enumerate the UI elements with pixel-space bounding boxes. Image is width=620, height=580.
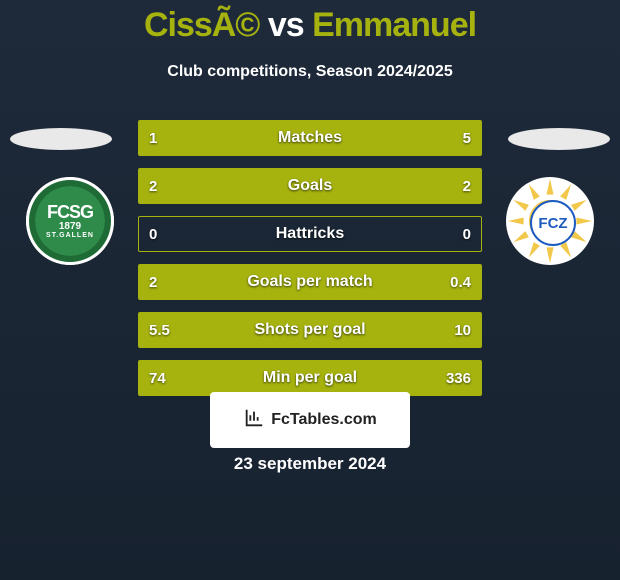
stats-bars: 15Matches 22Goals 00Hattricks 20.4Goals per… xyxy=(138,120,482,408)
crest-right: FCZ xyxy=(506,176,594,266)
right-club-badge: FCZ xyxy=(506,177,594,265)
stat-bar: 22Goals xyxy=(138,168,482,204)
date-text: 23 september 2024 xyxy=(0,454,620,474)
stat-bar: 15Matches xyxy=(138,120,482,156)
subtitle: Club competitions, Season 2024/2025 xyxy=(0,63,620,81)
stat-bar: 20.4Goals per match xyxy=(138,264,482,300)
page-title: CissÃ© vs Emmanuel xyxy=(0,0,620,45)
stat-label: Goals xyxy=(139,169,481,203)
stat-label: Min per goal xyxy=(139,361,481,395)
stat-label: Matches xyxy=(139,121,481,155)
chart-icon xyxy=(243,407,265,434)
right-player-oval xyxy=(508,128,610,150)
crest-right-letters: FCZ xyxy=(530,200,576,246)
attribution-text: FcTables.com xyxy=(271,411,377,429)
stat-label: Shots per goal xyxy=(139,313,481,347)
stat-bar: 5.510Shots per goal xyxy=(138,312,482,348)
crest-left-code: FCSG xyxy=(47,203,93,221)
stat-label: Goals per match xyxy=(139,265,481,299)
stat-bar: 00Hattricks xyxy=(138,216,482,252)
crest-left-city: ST.GALLEN xyxy=(46,232,94,239)
left-player-oval xyxy=(10,128,112,150)
attribution-badge: FcTables.com xyxy=(210,392,410,448)
title-right: Emmanuel xyxy=(312,6,476,44)
stat-bar: 74336Min per goal xyxy=(138,360,482,396)
title-left: CissÃ© xyxy=(144,6,259,44)
crest-left-year: 1879 xyxy=(59,221,81,232)
title-mid: vs xyxy=(268,6,304,44)
stat-label: Hattricks xyxy=(139,217,481,251)
crest-left: FCSG 1879 ST.GALLEN xyxy=(26,177,114,265)
left-club-badge: FCSG 1879 ST.GALLEN xyxy=(26,177,114,265)
